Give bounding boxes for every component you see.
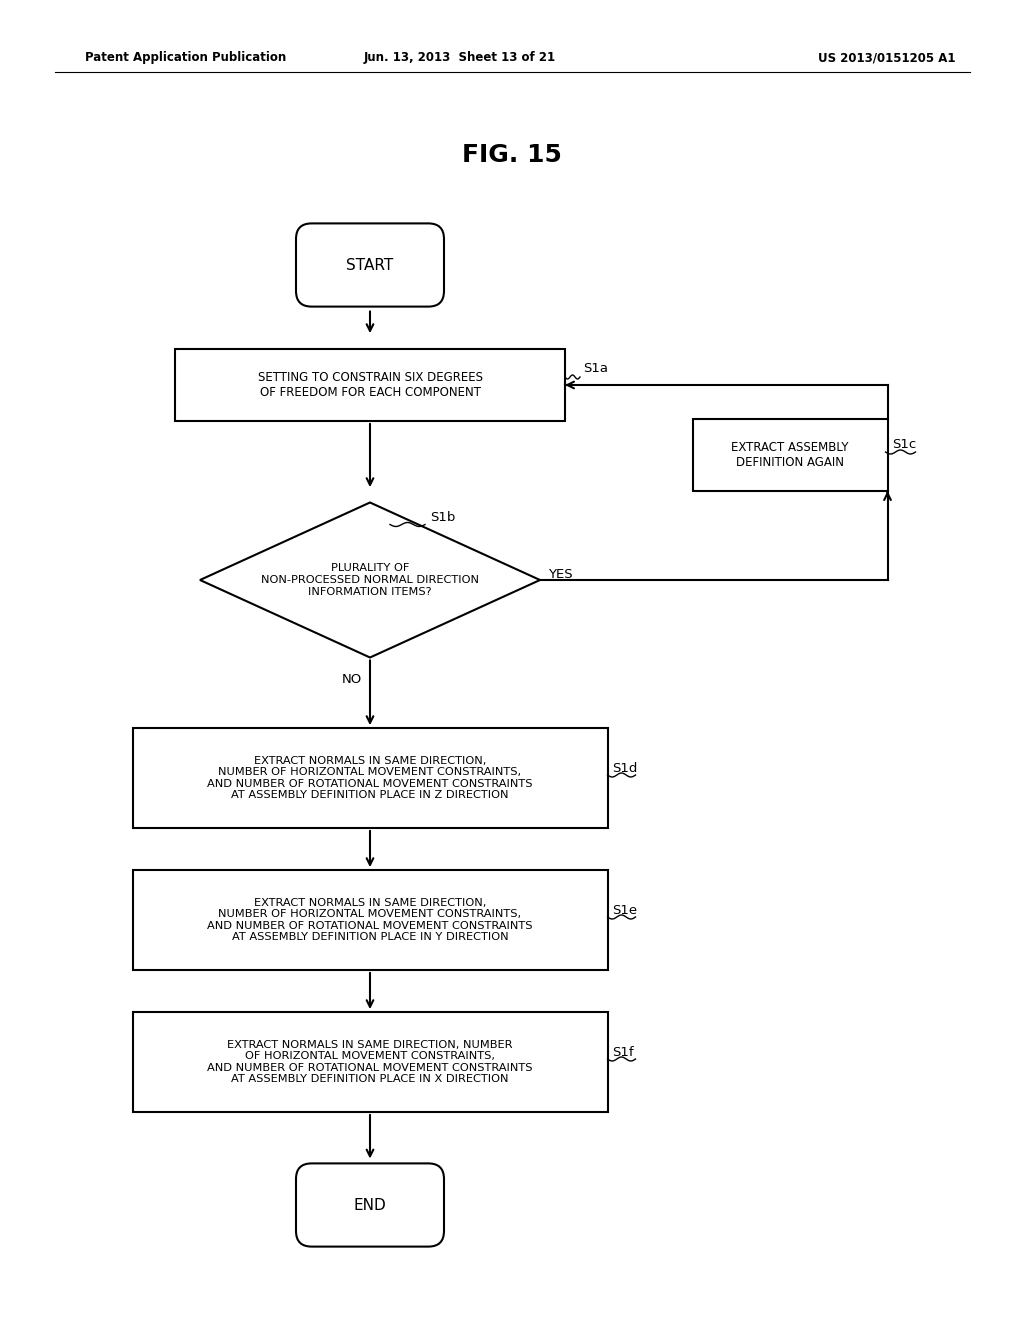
Text: US 2013/0151205 A1: US 2013/0151205 A1 <box>817 51 955 65</box>
Text: YES: YES <box>548 569 572 582</box>
Text: NO: NO <box>342 673 362 686</box>
Polygon shape <box>200 503 540 657</box>
Text: EXTRACT NORMALS IN SAME DIRECTION,
NUMBER OF HORIZONTAL MOVEMENT CONSTRAINTS,
AN: EXTRACT NORMALS IN SAME DIRECTION, NUMBE… <box>207 755 532 800</box>
FancyBboxPatch shape <box>296 1163 444 1246</box>
Text: S1f: S1f <box>612 1045 634 1059</box>
Text: START: START <box>346 257 393 272</box>
Text: PLURALITY OF
NON-PROCESSED NORMAL DIRECTION
INFORMATION ITEMS?: PLURALITY OF NON-PROCESSED NORMAL DIRECT… <box>261 564 479 597</box>
Text: S1a: S1a <box>583 363 608 375</box>
Bar <box>692 418 888 491</box>
Text: S1c: S1c <box>893 438 916 451</box>
Text: Jun. 13, 2013  Sheet 13 of 21: Jun. 13, 2013 Sheet 13 of 21 <box>364 51 556 65</box>
FancyBboxPatch shape <box>296 223 444 306</box>
Text: END: END <box>353 1197 386 1213</box>
Text: S1b: S1b <box>430 511 456 524</box>
Text: Patent Application Publication: Patent Application Publication <box>85 51 287 65</box>
Text: S1e: S1e <box>612 903 638 916</box>
Text: FIG. 15: FIG. 15 <box>462 143 562 168</box>
Text: S1d: S1d <box>612 762 638 775</box>
Text: EXTRACT ASSEMBLY
DEFINITION AGAIN: EXTRACT ASSEMBLY DEFINITION AGAIN <box>731 441 849 469</box>
Bar <box>175 348 565 421</box>
Text: EXTRACT NORMALS IN SAME DIRECTION,
NUMBER OF HORIZONTAL MOVEMENT CONSTRAINTS,
AN: EXTRACT NORMALS IN SAME DIRECTION, NUMBE… <box>207 898 532 942</box>
Bar <box>132 1012 607 1111</box>
Text: SETTING TO CONSTRAIN SIX DEGREES
OF FREEDOM FOR EACH COMPONENT: SETTING TO CONSTRAIN SIX DEGREES OF FREE… <box>257 371 482 399</box>
Bar <box>132 729 607 828</box>
Text: EXTRACT NORMALS IN SAME DIRECTION, NUMBER
OF HORIZONTAL MOVEMENT CONSTRAINTS,
AN: EXTRACT NORMALS IN SAME DIRECTION, NUMBE… <box>207 1040 532 1085</box>
Bar <box>132 870 607 970</box>
